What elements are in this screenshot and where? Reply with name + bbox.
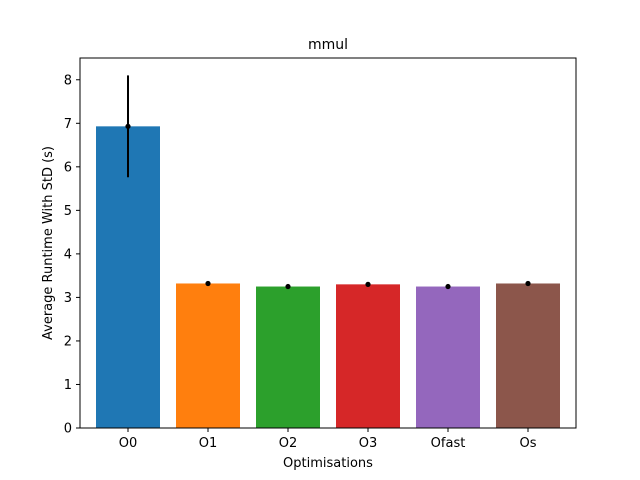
x-tick-label: O2 (279, 436, 298, 451)
y-tick-label: 5 (64, 204, 72, 219)
bars-group (96, 126, 560, 428)
bar-O1 (176, 283, 240, 428)
y-axis: 0 1 2 3 4 5 6 7 8 (64, 73, 80, 437)
mean-marker-Ofast (445, 283, 451, 290)
y-tick-label: 7 (64, 117, 72, 132)
y-tick-label: 4 (64, 247, 72, 262)
plot-frame (79, 57, 577, 429)
y-tick-label: 2 (64, 334, 72, 349)
y-axis-label: Average Runtime With StD (s) (41, 146, 56, 340)
error-bars-group (125, 75, 531, 290)
y-tick-label: 0 (64, 422, 72, 437)
bar-O2 (256, 286, 320, 428)
mean-marker-Os (525, 280, 531, 287)
x-axis-label: Optimisations (283, 456, 373, 471)
y-tick-label: 8 (64, 73, 72, 88)
mean-marker-O0 (125, 123, 131, 129)
x-tick-label: O1 (199, 436, 218, 451)
mean-marker-O3 (365, 281, 371, 287)
x-axis: O0 O1 O2 O3 Ofast Os (119, 428, 537, 451)
y-tick-label: 3 (64, 291, 72, 306)
chart-title: mmul (308, 37, 348, 53)
bar-O3 (336, 284, 400, 428)
mean-marker-O1 (205, 280, 211, 287)
x-tick-label: O0 (119, 436, 138, 451)
mean-marker-O2 (285, 283, 291, 290)
x-tick-label: Os (519, 436, 536, 451)
bar-Ofast (416, 286, 480, 428)
y-tick-label: 6 (64, 160, 72, 175)
x-tick-label: Ofast (431, 436, 466, 451)
y-tick-label: 1 (64, 378, 72, 393)
bar-Os (496, 283, 560, 428)
x-tick-label: O3 (359, 436, 378, 451)
